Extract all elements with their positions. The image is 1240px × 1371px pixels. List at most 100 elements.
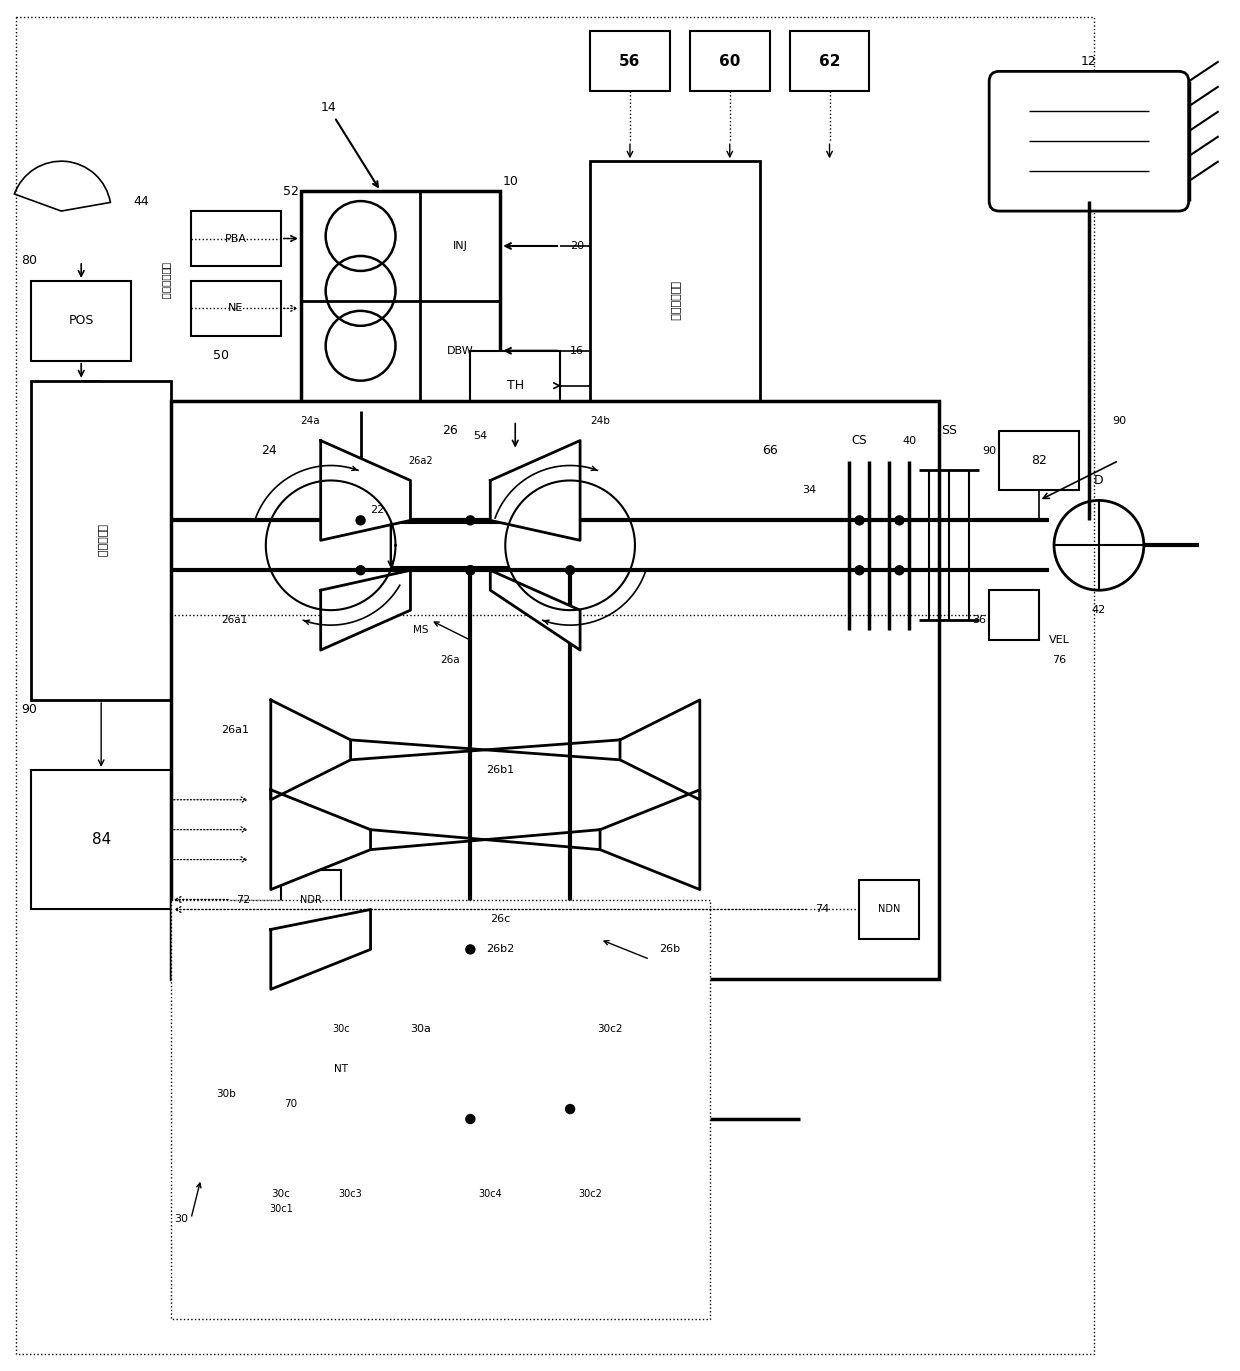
Circle shape (565, 1105, 574, 1113)
Text: POS: POS (68, 314, 94, 328)
Text: NDN: NDN (878, 905, 900, 914)
Text: 26b1: 26b1 (486, 765, 515, 775)
Text: 26c: 26c (490, 914, 511, 924)
Bar (990, 590, 1039, 640)
Text: 30c: 30c (332, 1024, 350, 1034)
Text: SS: SS (941, 424, 957, 437)
Text: 26a2: 26a2 (408, 455, 433, 466)
Text: 56: 56 (619, 53, 641, 69)
Text: 80: 80 (21, 255, 37, 267)
Polygon shape (620, 701, 699, 799)
Text: 70: 70 (284, 1100, 298, 1109)
Text: 22: 22 (371, 506, 384, 515)
Text: 72: 72 (237, 894, 250, 905)
Circle shape (895, 566, 904, 574)
Text: TH: TH (507, 380, 523, 392)
Text: 90: 90 (21, 703, 37, 717)
Text: 90: 90 (1112, 415, 1126, 425)
Bar (171, 899, 709, 1319)
Text: 24: 24 (260, 444, 277, 457)
Polygon shape (490, 570, 580, 650)
Text: 14: 14 (321, 101, 378, 186)
Circle shape (356, 515, 365, 525)
Text: 30c3: 30c3 (339, 1189, 362, 1198)
Polygon shape (490, 440, 580, 540)
Text: 26b: 26b (660, 945, 681, 954)
Text: 74: 74 (815, 905, 830, 914)
Text: 40: 40 (903, 436, 916, 446)
Bar (590, 32, 670, 92)
Text: 82: 82 (1032, 454, 1047, 468)
Text: 34: 34 (802, 485, 817, 495)
Circle shape (565, 566, 574, 574)
Bar (16, 16, 1094, 1353)
Text: 16: 16 (570, 345, 584, 355)
Text: NT: NT (334, 1064, 347, 1073)
Text: 66: 66 (761, 444, 777, 457)
Circle shape (466, 515, 475, 525)
Text: DBW: DBW (446, 345, 474, 355)
Bar (181, 979, 270, 1079)
Text: 24a: 24a (301, 415, 320, 425)
Text: 26a1: 26a1 (221, 616, 247, 625)
Text: 30b: 30b (216, 1089, 236, 1100)
Bar (280, 869, 341, 930)
Circle shape (854, 515, 864, 525)
Bar (171, 400, 939, 979)
Text: 26a1: 26a1 (221, 725, 249, 735)
Text: 52: 52 (283, 185, 299, 197)
Text: 30: 30 (174, 1213, 188, 1224)
Text: 54: 54 (474, 430, 487, 440)
Polygon shape (270, 701, 351, 799)
Text: 12: 12 (1081, 55, 1097, 69)
Text: 60: 60 (719, 53, 740, 69)
Text: D: D (1094, 474, 1104, 487)
Text: 90: 90 (982, 446, 996, 455)
Text: NDR: NDR (300, 894, 321, 905)
Text: 62: 62 (818, 53, 841, 69)
Polygon shape (600, 790, 699, 890)
Bar (301, 191, 500, 411)
Bar (191, 281, 280, 336)
Text: 发动机控制器: 发动机控制器 (161, 262, 171, 300)
Text: 30c4: 30c4 (479, 1189, 502, 1198)
Text: MS: MS (413, 625, 428, 635)
Text: 24b: 24b (590, 415, 610, 425)
Circle shape (466, 566, 475, 574)
FancyBboxPatch shape (990, 71, 1189, 211)
Text: 42: 42 (1091, 605, 1106, 616)
Bar (470, 351, 560, 421)
Text: 30c: 30c (272, 1189, 290, 1198)
Bar (250, 949, 689, 1109)
Text: INJ: INJ (453, 241, 467, 251)
Text: 36: 36 (972, 616, 986, 625)
Bar (859, 880, 919, 939)
Text: 26b2: 26b2 (486, 945, 515, 954)
Circle shape (356, 566, 365, 574)
Bar (191, 211, 280, 266)
Text: 76: 76 (1052, 655, 1066, 665)
Text: VEL: VEL (1049, 635, 1069, 646)
Text: 44: 44 (133, 195, 149, 207)
Text: 26: 26 (443, 424, 459, 437)
Text: 30c2: 30c2 (578, 1189, 601, 1198)
Text: 30a: 30a (410, 1024, 430, 1034)
Text: 50: 50 (213, 350, 229, 362)
Bar (790, 32, 869, 92)
Text: 26a: 26a (440, 655, 460, 665)
Circle shape (895, 515, 904, 525)
Polygon shape (321, 440, 410, 540)
Polygon shape (270, 790, 371, 890)
Bar (31, 281, 131, 361)
Polygon shape (321, 570, 410, 650)
Circle shape (466, 1115, 475, 1123)
Text: 10: 10 (502, 174, 518, 188)
Text: 发动机控制器: 发动机控制器 (670, 281, 680, 321)
Circle shape (854, 566, 864, 574)
Text: 84: 84 (92, 832, 110, 847)
Text: 30c2: 30c2 (598, 1024, 622, 1034)
Text: PBA: PBA (224, 233, 247, 244)
Text: 20: 20 (570, 241, 584, 251)
Bar (31, 769, 171, 909)
Circle shape (466, 945, 475, 954)
